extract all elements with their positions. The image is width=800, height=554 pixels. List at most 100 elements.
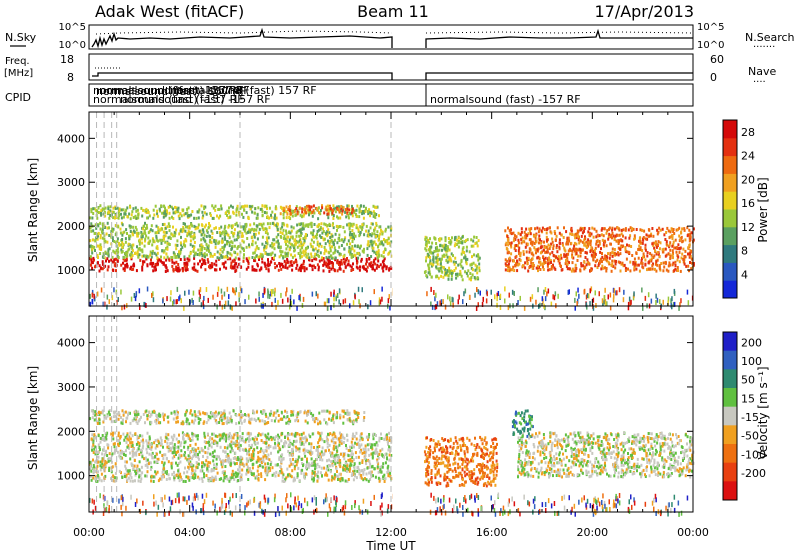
echo-cell (357, 455, 360, 459)
echo-cell (280, 267, 283, 271)
echo-cell (284, 263, 287, 267)
echo-cell (291, 209, 294, 213)
echo-cell (644, 262, 647, 266)
echo-cell (193, 256, 196, 260)
echo-cell (550, 261, 552, 264)
echo-cell (327, 228, 330, 232)
echo-cell (294, 434, 296, 438)
echo-cell (111, 452, 114, 456)
echo-cell (438, 267, 441, 271)
echo-cell (117, 434, 120, 438)
clutter-cell (642, 305, 644, 311)
echo-cell (583, 226, 586, 230)
echo-cell (671, 234, 674, 238)
echo-cell (535, 266, 538, 270)
echo-cell (349, 242, 352, 246)
echo-cell (286, 235, 289, 239)
echo-cell (432, 255, 435, 259)
echo-cell (149, 250, 152, 254)
echo-cell (264, 227, 267, 231)
echo-cell (635, 267, 638, 271)
cpid-text-4: normalsound (fast) 157 RF (170, 84, 317, 97)
clutter-cell (299, 293, 301, 299)
echo-cell (100, 212, 102, 215)
echo-cell (233, 238, 236, 242)
echo-cell (448, 240, 451, 244)
clutter-cell (180, 298, 182, 304)
echo-cell (156, 247, 159, 251)
echo-cell (307, 208, 310, 212)
echo-cell (156, 238, 159, 242)
echo-cell (662, 269, 665, 273)
clutter-cell (541, 296, 544, 302)
echo-cell (101, 207, 104, 211)
echo-cell (579, 228, 582, 232)
echo-cell (347, 213, 350, 217)
nave-tick-bottom: 0 (710, 71, 717, 84)
echo-cell (381, 232, 384, 236)
echo-cell (186, 234, 189, 238)
echo-cell (615, 252, 618, 256)
echo-cell (96, 261, 99, 265)
echo-cell (355, 456, 358, 459)
echo-cell (119, 434, 122, 438)
echo-cell (624, 227, 627, 231)
clutter-cell (655, 300, 657, 305)
echo-cell (249, 207, 252, 211)
echo-cell (247, 230, 249, 234)
echo-cell (550, 242, 553, 246)
echo-cell (315, 236, 318, 240)
echo-cell (632, 227, 635, 231)
echo-cell (107, 446, 110, 450)
echo-cell (113, 250, 116, 254)
echo-cell (326, 232, 329, 236)
echo-cell (191, 210, 194, 213)
echo-cell (343, 238, 346, 242)
echo-cell (614, 253, 617, 257)
echo-cell (104, 459, 107, 463)
echo-cell (160, 477, 163, 481)
echo-cell (170, 205, 173, 209)
echo-cell (179, 241, 182, 245)
echo-cell (353, 253, 356, 257)
echo-cell (113, 215, 116, 219)
echo-cell (641, 256, 643, 260)
clutter-cell (430, 301, 432, 307)
echo-cell (153, 265, 156, 269)
echo-cell (558, 257, 561, 261)
echo-cell (539, 268, 542, 271)
echo-cell (533, 246, 536, 250)
echo-cell (111, 255, 114, 259)
echo-cell (97, 443, 100, 447)
echo-cell (225, 266, 228, 270)
echo-cell (97, 475, 100, 479)
echo-cell (660, 262, 663, 265)
echo-cell (264, 462, 267, 466)
echo-cell (327, 212, 330, 216)
echo-cell (165, 470, 168, 473)
echo-cell (244, 440, 247, 444)
echo-cell (240, 234, 243, 238)
echo-cell (116, 450, 119, 454)
echo-cell (593, 248, 596, 252)
echo-cell (262, 222, 265, 226)
echo-cell (605, 258, 608, 262)
y-tick-label: 2000 (57, 220, 85, 233)
echo-cell (424, 270, 427, 274)
echo-cell (142, 444, 145, 448)
echo-cell (425, 259, 427, 263)
echo-cell (289, 458, 292, 461)
echo-cell (125, 467, 128, 471)
echo-cell (446, 273, 449, 277)
echo-cell (221, 246, 224, 250)
echo-cell (358, 461, 361, 465)
echo-cell (155, 452, 158, 456)
echo-cell (202, 230, 205, 234)
echo-cell (450, 269, 452, 273)
echo-cell (100, 247, 103, 251)
echo-cell (195, 465, 198, 469)
echo-cell (581, 227, 584, 230)
echo-cell (116, 206, 119, 210)
echo-cell (162, 262, 165, 266)
echo-cell (207, 244, 210, 248)
